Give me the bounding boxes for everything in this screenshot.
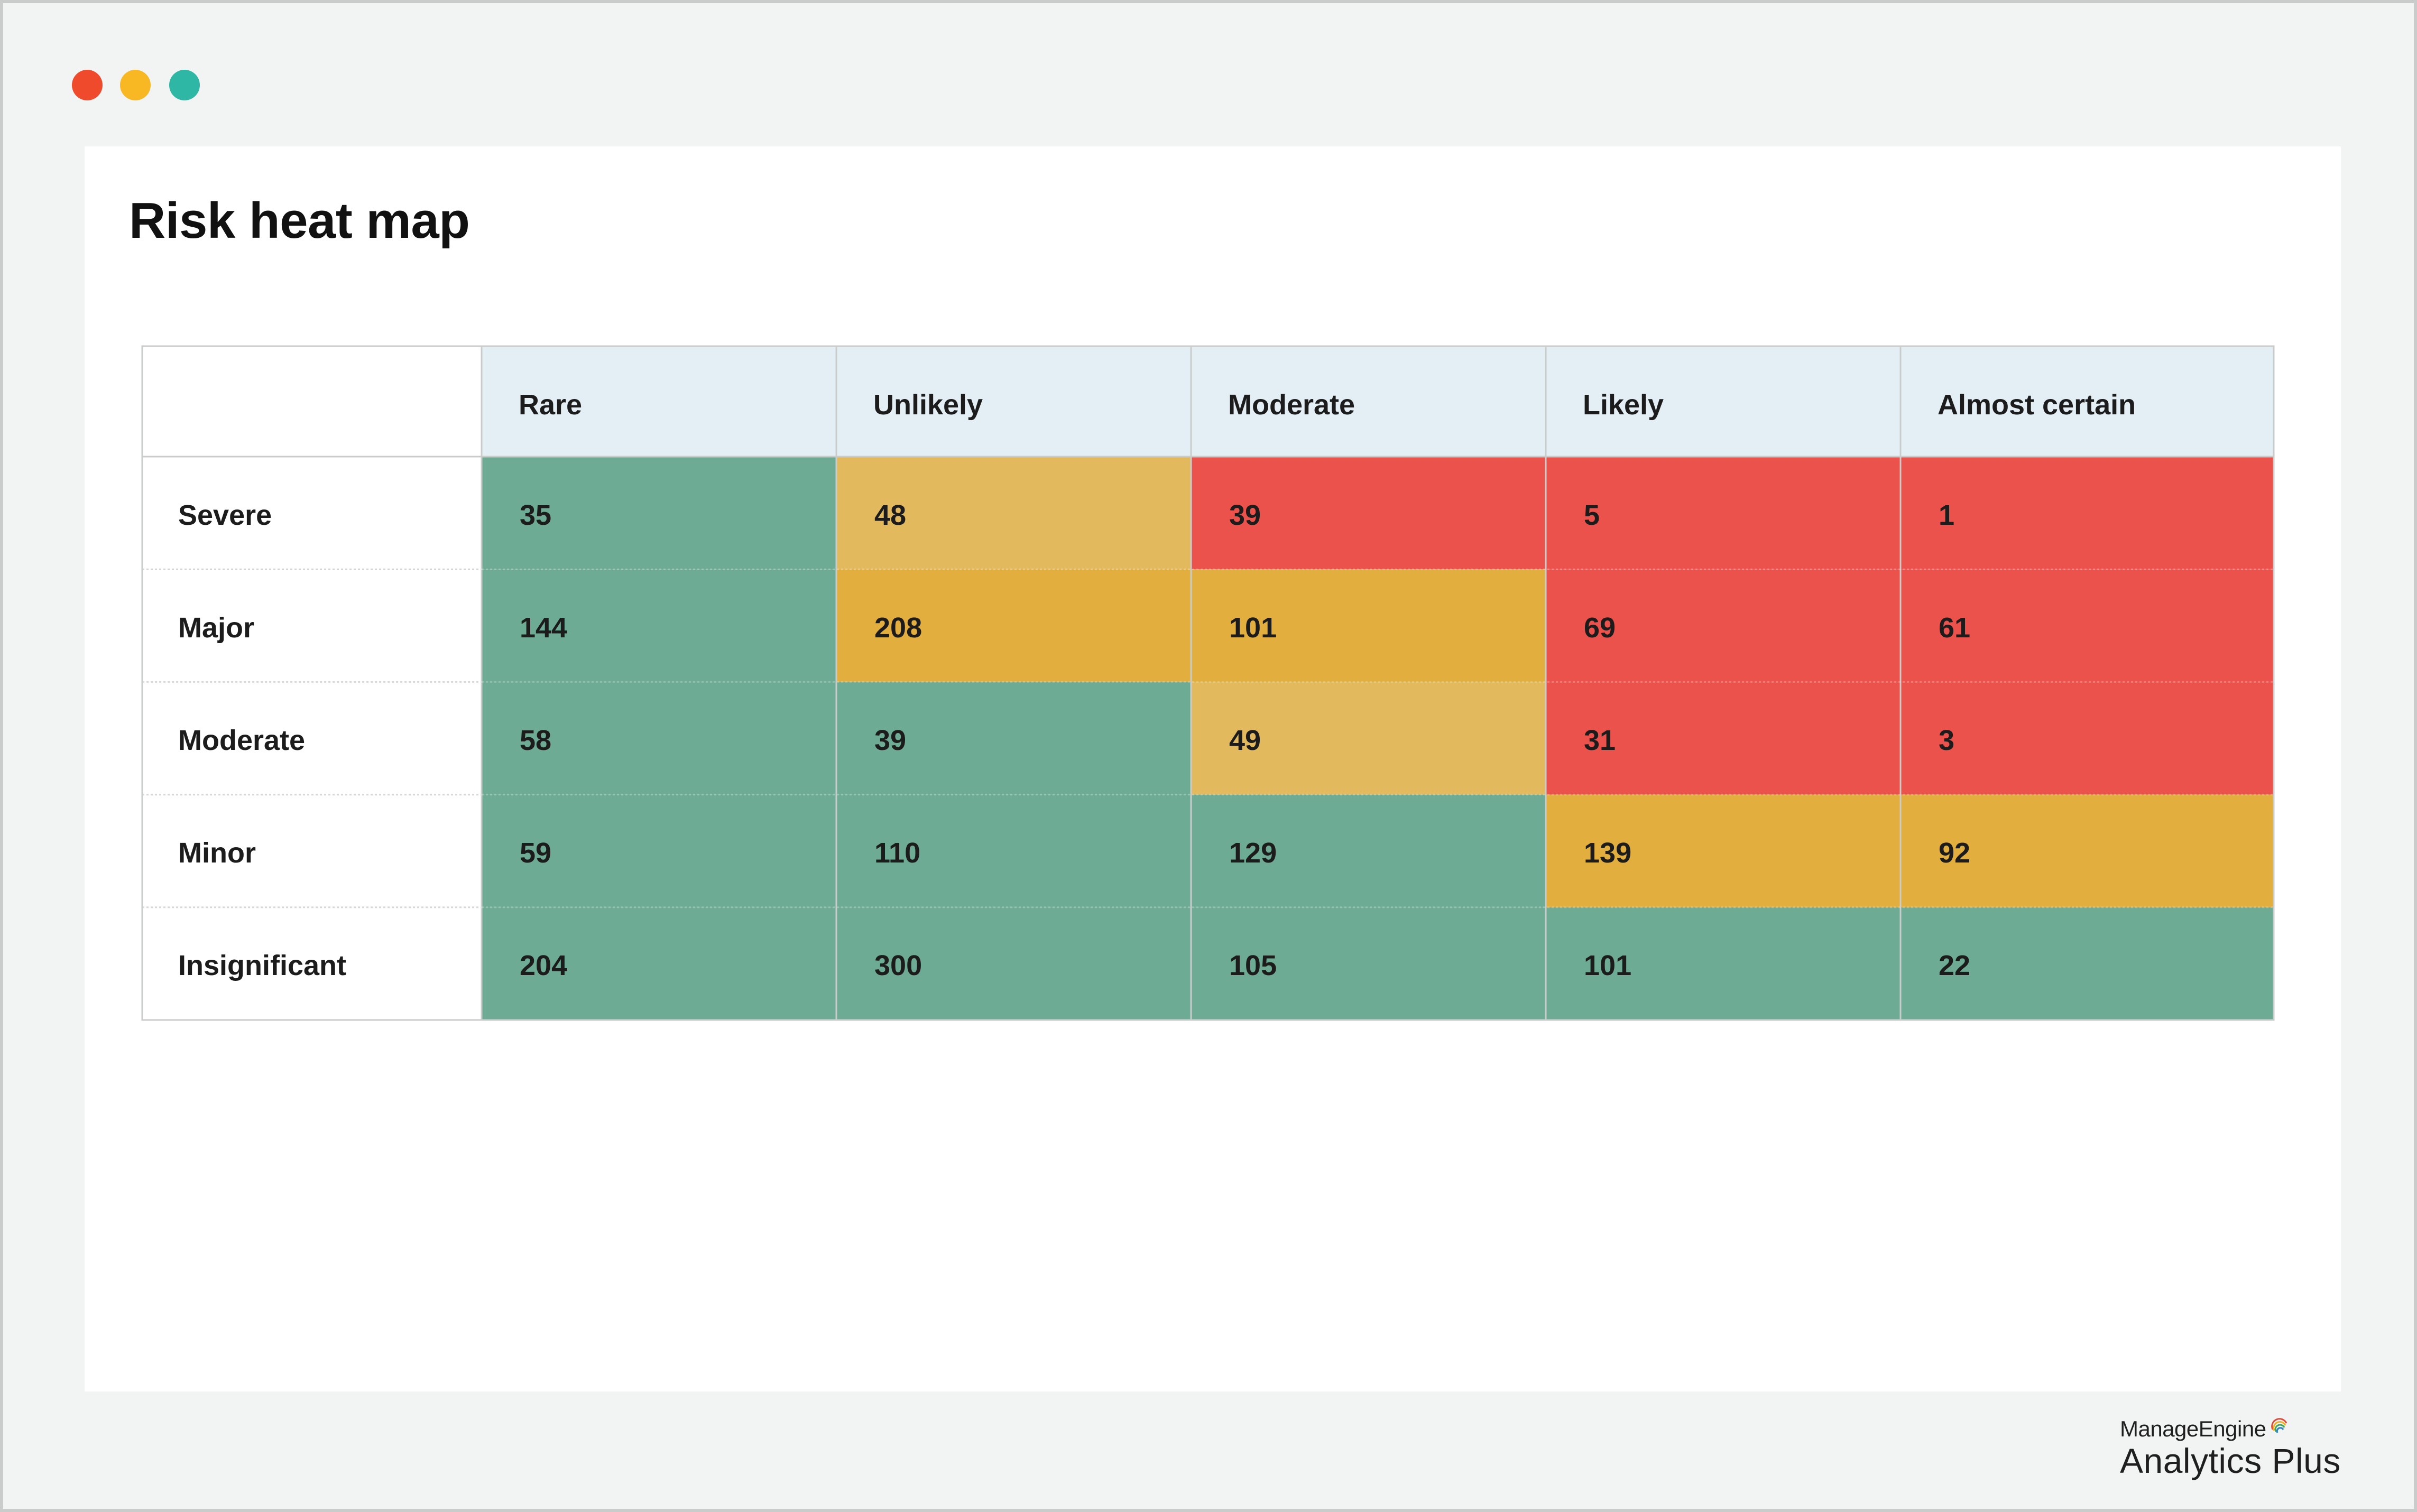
heatmap-cell bbox=[1191, 457, 1546, 570]
heatmap-cell bbox=[482, 907, 836, 1020]
cell-value: 39 bbox=[874, 725, 907, 756]
cell-value: 58 bbox=[520, 725, 552, 756]
cell-value: 1 bbox=[1939, 499, 1955, 531]
heatmap-cell bbox=[1191, 794, 1546, 907]
cell-value: 35 bbox=[520, 499, 552, 531]
heatmap-cell bbox=[836, 907, 1191, 1020]
heatmap-cell bbox=[1191, 569, 1546, 682]
cell-value: 101 bbox=[1584, 950, 1632, 982]
cell-value: 5 bbox=[1584, 499, 1600, 531]
brand-logo: ManageEngine Analytics Plus bbox=[2120, 1416, 2341, 1481]
cell-value: 101 bbox=[1229, 611, 1277, 644]
heatmap-cell bbox=[1191, 682, 1546, 795]
maximize-dot-icon[interactable] bbox=[169, 70, 200, 100]
cell-value: 139 bbox=[1584, 837, 1632, 869]
page-title: Risk heat map bbox=[129, 192, 470, 249]
cell-value: 300 bbox=[874, 950, 922, 982]
minimize-dot-icon[interactable] bbox=[120, 70, 151, 100]
heatmap-cell bbox=[482, 457, 836, 570]
heatmap-cell bbox=[1901, 457, 2274, 570]
heatmap-cell bbox=[1191, 907, 1546, 1020]
heatmap-cell bbox=[836, 682, 1191, 795]
heatmap-cell bbox=[836, 569, 1191, 682]
column-header: Almost certain bbox=[1938, 388, 2136, 421]
cell-value: 105 bbox=[1229, 950, 1277, 982]
row-header: Moderate bbox=[178, 725, 306, 756]
row-header: Severe bbox=[178, 499, 272, 531]
column-header: Rare bbox=[519, 388, 583, 421]
row-header: Major bbox=[178, 611, 255, 644]
column-header: Unlikely bbox=[873, 388, 983, 421]
heatmap-cell bbox=[482, 682, 836, 795]
cell-value: 144 bbox=[520, 611, 568, 644]
cell-value: 92 bbox=[1939, 837, 1971, 869]
heatmap-cell bbox=[1901, 682, 2274, 795]
heatmap-cell bbox=[1546, 794, 1901, 907]
row-header: Insignificant bbox=[178, 950, 347, 982]
column-header: Moderate bbox=[1228, 388, 1355, 421]
cell-value: 61 bbox=[1939, 611, 1971, 644]
heatmap-cell bbox=[482, 569, 836, 682]
cell-value: 129 bbox=[1229, 837, 1277, 869]
cell-value: 208 bbox=[874, 611, 922, 644]
cell-value: 3 bbox=[1939, 725, 1955, 756]
swirl-logo-icon bbox=[2271, 1418, 2287, 1433]
heatmap-cell bbox=[482, 794, 836, 907]
heatmap-cell bbox=[836, 457, 1191, 570]
heatmap-cell bbox=[1546, 907, 1901, 1020]
header-background bbox=[482, 346, 2274, 457]
cell-value: 31 bbox=[1584, 725, 1616, 756]
heatmap-border bbox=[141, 345, 2275, 1021]
heatmap-cell bbox=[1546, 457, 1901, 570]
heatmap-cell bbox=[1901, 907, 2274, 1020]
cell-value: 48 bbox=[874, 499, 907, 531]
cell-value: 59 bbox=[520, 837, 552, 869]
cell-value: 39 bbox=[1229, 499, 1261, 531]
risk-heatmap: Rare Unlikely Moderate Likely Almost certain… bbox=[141, 345, 2275, 1021]
row-header: Minor bbox=[178, 837, 256, 869]
brand-product: Analytics Plus bbox=[2120, 1441, 2341, 1480]
heatmap-cell bbox=[836, 794, 1191, 907]
heatmap-grid bbox=[141, 345, 2275, 1021]
close-dot-icon[interactable] bbox=[72, 70, 103, 100]
cell-value: 69 bbox=[1584, 611, 1616, 644]
cell-value: 49 bbox=[1229, 725, 1261, 756]
column-header: Likely bbox=[1583, 388, 1664, 421]
heatmap-cell bbox=[1901, 569, 2274, 682]
heatmap-cell bbox=[1546, 682, 1901, 795]
chart-card: Risk heat map Rare Unlikely Moderate Likely… bbox=[85, 146, 2341, 1392]
heatmap-cell bbox=[1901, 794, 2274, 907]
cell-value: 22 bbox=[1939, 950, 1971, 982]
heatmap-cell bbox=[1546, 569, 1901, 682]
brand-company: ManageEngine bbox=[2120, 1416, 2266, 1441]
cell-value: 110 bbox=[874, 837, 921, 869]
cell-value: 204 bbox=[520, 950, 568, 982]
